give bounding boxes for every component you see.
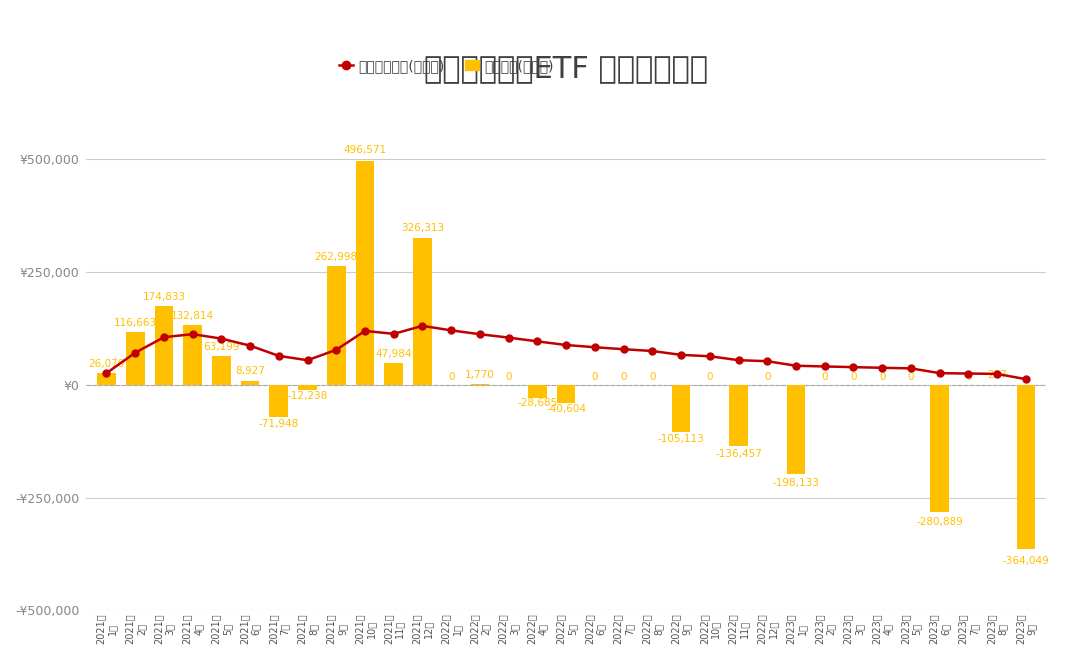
Text: 0: 0 <box>822 372 828 382</box>
Bar <box>528 385 546 398</box>
Bar <box>729 385 748 447</box>
Text: 0: 0 <box>620 372 626 382</box>
Text: 0: 0 <box>591 372 599 382</box>
Text: 174,833: 174,833 <box>142 291 186 302</box>
Bar <box>212 357 230 385</box>
Bar <box>1017 385 1035 549</box>
Text: 0: 0 <box>448 372 455 382</box>
Bar <box>557 385 575 403</box>
Text: -71,948: -71,948 <box>258 418 299 429</box>
Bar <box>930 385 949 511</box>
Text: 496,571: 496,571 <box>344 146 386 156</box>
Text: 227: 227 <box>987 370 1007 380</box>
Text: 0: 0 <box>506 372 512 382</box>
Text: 326,313: 326,313 <box>401 223 444 233</box>
Text: 0: 0 <box>850 372 857 382</box>
Text: 1,770: 1,770 <box>465 370 495 380</box>
Text: -198,133: -198,133 <box>773 478 819 488</box>
Text: -12,238: -12,238 <box>287 391 328 401</box>
Text: 63,199: 63,199 <box>203 342 240 352</box>
Text: -364,049: -364,049 <box>1003 556 1049 565</box>
Bar <box>384 363 403 385</box>
Text: 0: 0 <box>966 372 972 382</box>
Bar <box>97 373 115 385</box>
Text: 0: 0 <box>879 372 886 382</box>
Text: 262,998: 262,998 <box>315 252 357 262</box>
Text: -28,685: -28,685 <box>517 399 558 409</box>
Bar <box>786 385 806 474</box>
Bar <box>270 385 288 417</box>
Text: 47,984: 47,984 <box>376 349 412 358</box>
Bar <box>155 306 173 385</box>
Bar <box>672 385 690 432</box>
Bar <box>471 384 490 385</box>
Text: 116,663: 116,663 <box>113 318 157 328</box>
Bar <box>413 238 432 385</box>
Bar <box>298 385 317 391</box>
Bar <box>184 325 202 385</box>
Bar <box>241 381 259 385</box>
Text: -136,457: -136,457 <box>715 449 762 459</box>
Text: 132,814: 132,814 <box>171 310 214 320</box>
Text: 8,927: 8,927 <box>235 366 265 376</box>
Bar <box>327 266 346 385</box>
Title: トライオートETF 月別実現損益: トライオートETF 月別実現損益 <box>425 54 708 83</box>
Text: 0: 0 <box>706 372 713 382</box>
Bar <box>126 332 144 385</box>
Text: -105,113: -105,113 <box>657 434 704 444</box>
Text: -280,889: -280,889 <box>917 517 964 527</box>
Text: -40,604: -40,604 <box>546 404 586 414</box>
Bar <box>355 161 375 385</box>
Text: 0: 0 <box>908 372 914 382</box>
Legend: 平均実現損益(利確額), 実現損益(利確額): 平均実現損益(利確額), 実現損益(利確額) <box>333 53 560 78</box>
Text: 0: 0 <box>764 372 770 382</box>
Text: 26,070: 26,070 <box>89 358 125 368</box>
Text: 0: 0 <box>649 372 655 382</box>
